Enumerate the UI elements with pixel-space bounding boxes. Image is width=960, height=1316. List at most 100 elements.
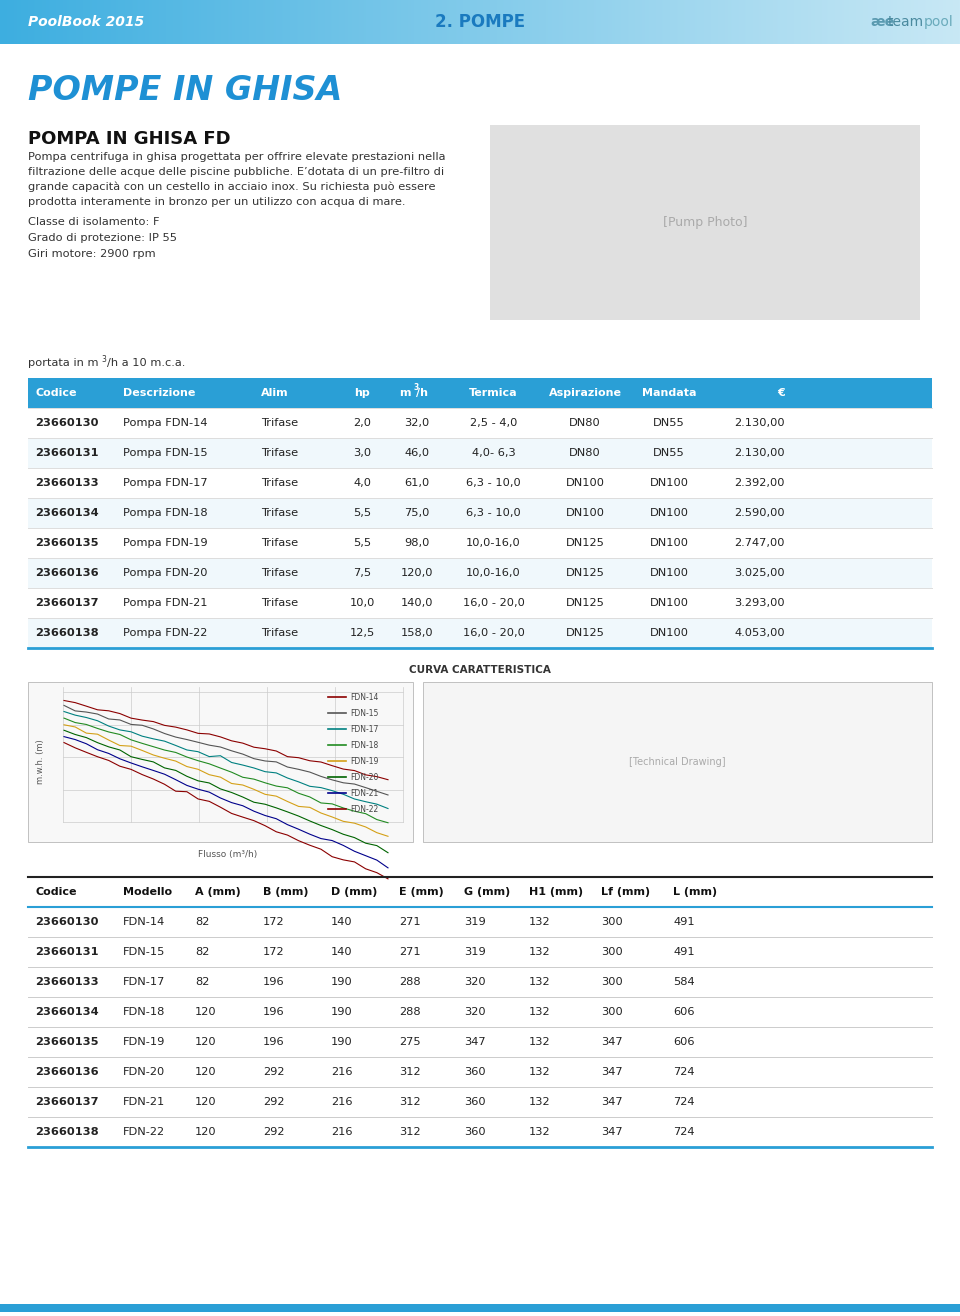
Text: 140: 140 xyxy=(331,917,352,926)
Text: 2.130,00: 2.130,00 xyxy=(734,418,785,428)
Text: 196: 196 xyxy=(263,1007,284,1017)
Bar xyxy=(287,0,288,43)
Bar xyxy=(382,0,383,43)
Bar xyxy=(191,0,192,43)
Bar xyxy=(685,0,686,43)
Bar xyxy=(485,0,486,43)
Bar xyxy=(447,0,448,43)
Bar xyxy=(908,0,909,43)
Bar xyxy=(927,0,928,43)
Bar xyxy=(937,0,938,43)
Bar xyxy=(1,0,2,43)
Bar xyxy=(155,0,156,43)
Bar xyxy=(14,0,15,43)
Bar xyxy=(559,0,560,43)
Bar xyxy=(171,0,172,43)
Bar xyxy=(603,0,604,43)
Bar xyxy=(408,0,409,43)
Bar xyxy=(311,0,312,43)
Bar xyxy=(566,0,567,43)
Bar xyxy=(362,0,363,43)
Bar xyxy=(195,0,196,43)
Bar xyxy=(12,0,13,43)
Bar xyxy=(335,0,336,43)
Bar xyxy=(526,0,527,43)
Bar xyxy=(453,0,454,43)
Bar xyxy=(218,0,219,43)
Bar xyxy=(955,0,956,43)
Bar xyxy=(262,0,263,43)
Bar xyxy=(263,0,264,43)
Bar xyxy=(428,0,429,43)
Bar xyxy=(775,0,776,43)
Bar xyxy=(858,0,859,43)
Text: POMPA IN GHISA FD: POMPA IN GHISA FD xyxy=(28,130,230,147)
Bar xyxy=(814,0,815,43)
Text: 724: 724 xyxy=(673,1098,694,1107)
Bar xyxy=(431,0,432,43)
Bar xyxy=(279,0,280,43)
Bar xyxy=(22,0,23,43)
Text: 2.392,00: 2.392,00 xyxy=(734,478,785,488)
Bar xyxy=(436,0,437,43)
Text: 360: 360 xyxy=(464,1098,486,1107)
Bar xyxy=(818,0,819,43)
Bar xyxy=(304,0,305,43)
Bar xyxy=(210,0,211,43)
Bar xyxy=(637,0,638,43)
Bar xyxy=(645,0,646,43)
Bar xyxy=(396,0,397,43)
Text: 3: 3 xyxy=(414,383,420,392)
Bar xyxy=(100,0,101,43)
Bar xyxy=(772,0,773,43)
Bar xyxy=(841,0,842,43)
Bar xyxy=(663,0,664,43)
Bar xyxy=(483,0,484,43)
Bar xyxy=(28,682,413,842)
Bar xyxy=(648,0,649,43)
Bar xyxy=(481,0,482,43)
Bar xyxy=(864,0,865,43)
Bar xyxy=(777,0,778,43)
Bar xyxy=(496,0,497,43)
Bar xyxy=(418,0,419,43)
Bar xyxy=(208,0,209,43)
Bar xyxy=(715,0,716,43)
Bar xyxy=(403,0,404,43)
Bar xyxy=(788,0,789,43)
Text: Pompa FDN-14: Pompa FDN-14 xyxy=(123,418,207,428)
Bar xyxy=(357,0,358,43)
Bar xyxy=(554,0,555,43)
Text: CURVA CARATTERISTICA: CURVA CARATTERISTICA xyxy=(409,665,551,675)
Bar xyxy=(64,0,65,43)
Bar xyxy=(179,0,180,43)
Bar xyxy=(803,0,804,43)
Bar xyxy=(680,0,681,43)
Bar xyxy=(867,0,868,43)
Bar xyxy=(163,0,164,43)
Bar xyxy=(499,0,500,43)
Bar xyxy=(203,0,204,43)
Bar xyxy=(139,0,140,43)
Bar xyxy=(173,0,174,43)
Bar xyxy=(143,0,144,43)
Bar xyxy=(561,0,562,43)
Bar xyxy=(614,0,615,43)
Bar xyxy=(860,0,861,43)
Bar xyxy=(722,0,723,43)
Bar xyxy=(618,0,619,43)
Bar xyxy=(46,0,47,43)
Bar xyxy=(778,0,779,43)
Bar xyxy=(525,0,526,43)
Bar xyxy=(347,0,348,43)
Bar xyxy=(17,0,18,43)
Bar xyxy=(678,0,679,43)
Bar xyxy=(345,0,346,43)
Bar xyxy=(99,0,100,43)
Bar xyxy=(194,0,195,43)
Text: 132: 132 xyxy=(529,1067,551,1076)
Bar xyxy=(116,0,117,43)
Bar xyxy=(30,0,31,43)
Text: 724: 724 xyxy=(673,1126,694,1137)
Bar xyxy=(120,0,121,43)
